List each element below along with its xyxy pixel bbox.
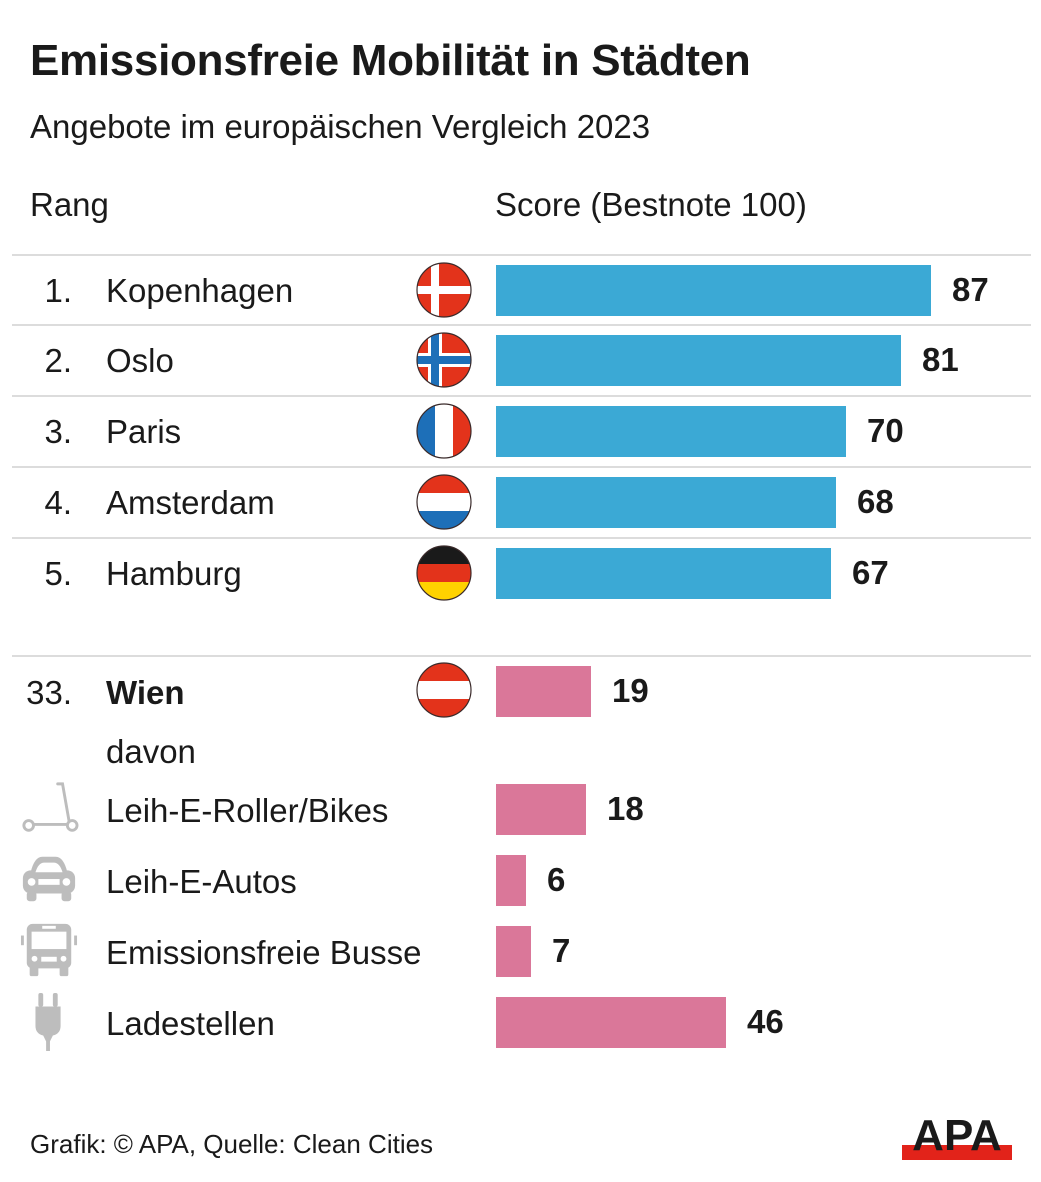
netherlands-flag: [416, 474, 472, 530]
france-flag: [416, 403, 472, 459]
bar: [496, 666, 591, 717]
value-label: 19: [612, 672, 649, 709]
breakdown-item-label: Leih-E-Autos: [106, 863, 297, 900]
row-separator: [12, 324, 1031, 326]
row-separator: [12, 466, 1031, 468]
bar: [496, 784, 586, 835]
row-separator: [12, 537, 1031, 539]
bar: [496, 335, 901, 386]
rank-label: 33.: [26, 674, 72, 711]
car-icon: [22, 856, 76, 902]
city-label: Amsterdam: [106, 484, 275, 521]
value-label: 68: [857, 483, 894, 520]
value-label: 18: [607, 790, 644, 827]
breakdown-item-label: Emissionsfreie Busse: [106, 934, 422, 971]
row-separator: [12, 254, 1031, 256]
value-label: 70: [867, 412, 904, 449]
row-separator: [12, 655, 1031, 657]
city-label: Oslo: [106, 342, 174, 379]
logo-text: APA: [912, 1112, 1002, 1160]
value-label: 7: [552, 932, 571, 969]
chart-subtitle: Angebote im europäischen Vergleich 2023: [30, 108, 651, 145]
value-label: 46: [747, 1003, 784, 1040]
bar: [496, 548, 831, 599]
rank-label: 5.: [44, 555, 72, 592]
bar: [496, 265, 931, 316]
row-separator: [12, 395, 1031, 397]
breakdown-item-label: Ladestellen: [106, 1005, 275, 1042]
source-credit: Grafik: © APA, Quelle: Clean Cities: [30, 1129, 434, 1159]
bar: [496, 406, 846, 457]
value-label: 67: [852, 554, 889, 591]
germany-flag: [416, 545, 472, 601]
bar: [496, 477, 836, 528]
column-header-score: Score (Bestnote 100): [495, 186, 807, 223]
bar: [496, 855, 526, 906]
denmark-flag: [416, 262, 472, 318]
city-label: Kopenhagen: [106, 272, 294, 309]
scooter-icon: [22, 782, 79, 832]
bus-icon: [20, 923, 78, 977]
rank-label: 3.: [44, 413, 72, 450]
rank-label: 2.: [44, 342, 72, 379]
logo-red-band: [902, 1145, 1012, 1160]
plug-icon: [35, 993, 61, 1051]
city-label: Paris: [106, 413, 182, 450]
bar: [496, 926, 531, 977]
norway-flag: [416, 332, 472, 388]
breakdown-label: davon: [106, 733, 196, 770]
city-label: Hamburg: [106, 555, 242, 592]
value-label: 87: [952, 271, 989, 308]
austria-flag: [416, 662, 472, 718]
column-header-rank: Rang: [30, 186, 109, 223]
apa-logo: APA: [902, 1112, 1012, 1160]
city-label-highlight: Wien: [106, 674, 185, 711]
value-label: 81: [922, 341, 959, 378]
rank-label: 4.: [44, 484, 72, 521]
chart-title: Emissionsfreie Mobilität in Städten: [30, 36, 751, 85]
breakdown-item-label: Leih-E-Roller/Bikes: [106, 792, 389, 829]
value-label: 6: [547, 861, 566, 898]
bar: [496, 997, 726, 1048]
rank-label: 1.: [44, 272, 72, 309]
